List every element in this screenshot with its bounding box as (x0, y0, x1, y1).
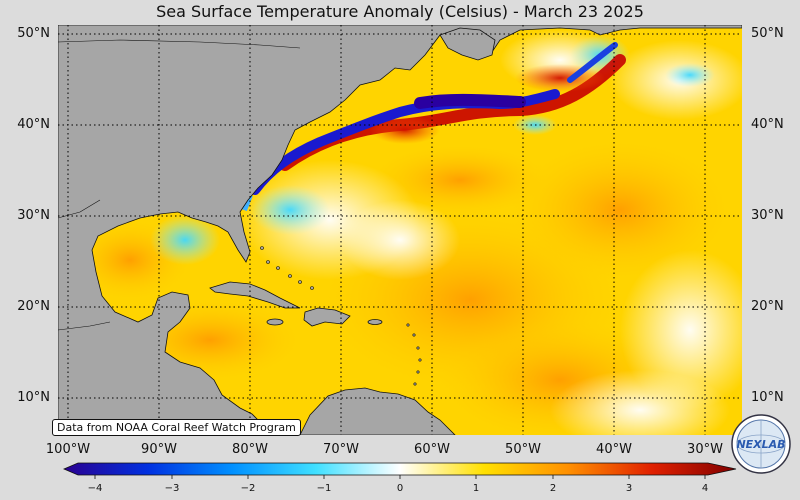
lon-label-80w: 80°W (232, 442, 268, 457)
bahamas-islands (260, 246, 314, 290)
lat-label-50n-right: 50°N (751, 26, 784, 41)
lat-label-40n-left: 40°N (17, 117, 50, 132)
lesser-antilles (406, 323, 422, 386)
lat-label-10n-left: 10°N (17, 390, 50, 405)
lat-label-40n-right: 40°N (751, 117, 784, 132)
data-credit: Data from NOAA Coral Reef Watch Program (52, 419, 301, 436)
lon-label-100w: 100°W (45, 442, 91, 457)
land-hispaniola (303, 307, 351, 327)
land-puerto-rico (367, 319, 383, 325)
lat-label-20n-left: 20°N (17, 299, 50, 314)
political-borders (58, 39, 301, 331)
colorbar-tick-minus4: −4 (87, 483, 103, 494)
lat-label-30n-right: 30°N (751, 208, 784, 223)
colorbar-tick-3: 3 (625, 483, 633, 494)
lon-label-50w: 50°W (505, 442, 541, 457)
lat-label-20n-right: 20°N (751, 299, 784, 314)
lat-label-10n-right: 10°N (751, 390, 784, 405)
lon-label-90w: 90°W (141, 442, 177, 457)
lon-label-30w: 30°W (687, 442, 723, 457)
land-jamaica (266, 318, 284, 326)
nexlab-logo: NEXLAB (731, 414, 791, 474)
colorbar-tick-0: 0 (396, 483, 404, 494)
colorbar-tick-minus1: −1 (316, 483, 332, 494)
map-field (58, 25, 742, 435)
lat-label-30n-left: 30°N (17, 208, 50, 223)
map-title: Sea Surface Temperature Anomaly (Celsius… (156, 2, 644, 21)
colorbar-tick-minus2: −2 (240, 483, 256, 494)
colorbar-tick-minus3: −3 (164, 483, 180, 494)
colorbar-tick-1: 1 (472, 483, 480, 494)
lon-label-60w: 60°W (414, 442, 450, 457)
lon-label-40w: 40°W (596, 442, 632, 457)
land-newfoundland (439, 27, 496, 61)
svg-text:NEXLAB: NEXLAB (736, 438, 785, 451)
colorbar (62, 462, 737, 479)
land-south-america (299, 387, 456, 435)
lat-label-50n-left: 50°N (17, 26, 50, 41)
land-cuba (209, 281, 301, 309)
colorbar-tick-4: 4 (701, 483, 709, 494)
lon-label-70w: 70°W (323, 442, 359, 457)
graticule (58, 25, 742, 435)
colorbar-tick-2: 2 (549, 483, 557, 494)
